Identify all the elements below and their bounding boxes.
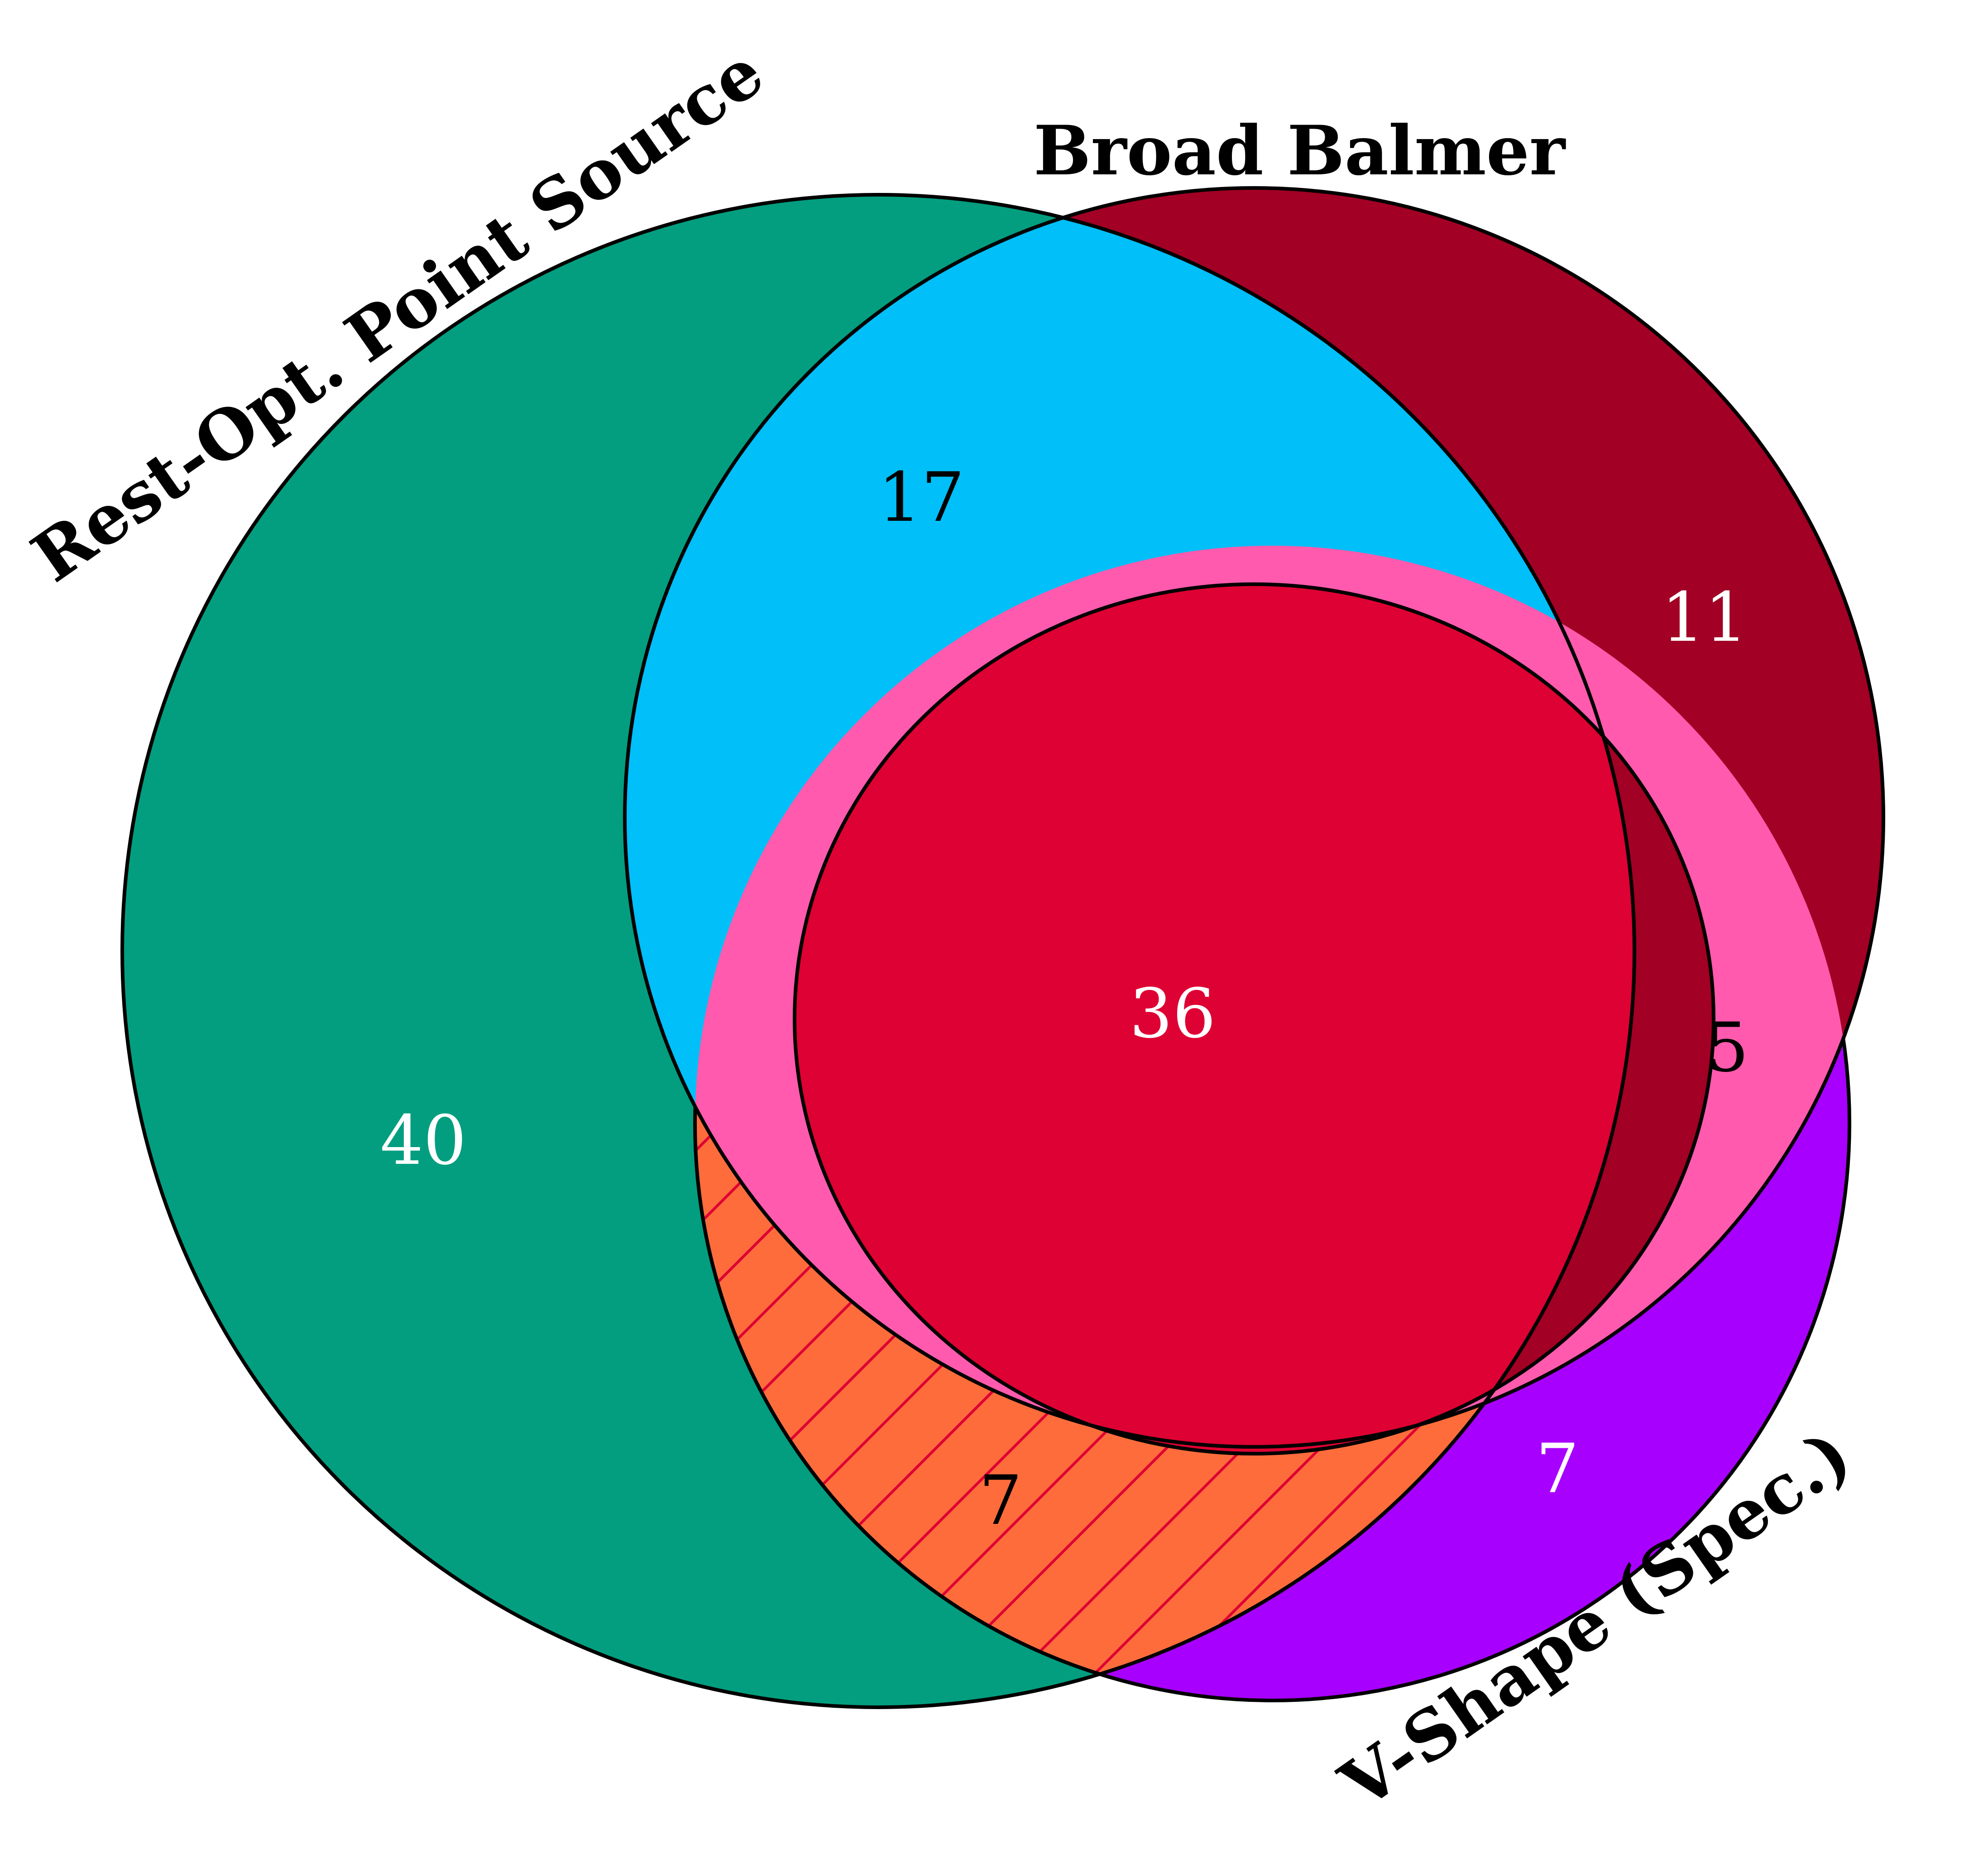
set-label-broad-balmer: Broad Balmer bbox=[1034, 111, 1566, 191]
count-v-shape-only: 7 bbox=[1536, 1430, 1579, 1508]
count-point-source-and-balmer: 17 bbox=[878, 458, 965, 537]
count-point-source-only: 40 bbox=[380, 1101, 467, 1180]
count-point-source-and-v-shape: 7 bbox=[979, 1461, 1022, 1540]
count-balmer-and-v-shape: 5 bbox=[1705, 1009, 1748, 1087]
broad-balmer-circle-outline bbox=[623, 186, 1885, 1449]
v-shape-circle-outline bbox=[693, 544, 1851, 1702]
intersection-outline bbox=[793, 582, 1715, 1455]
count-all-three: 36 bbox=[1130, 975, 1216, 1053]
count-balmer-only: 11 bbox=[1662, 578, 1748, 657]
point-source-circle-outline bbox=[120, 193, 1636, 1709]
region-all-three bbox=[795, 584, 1634, 1454]
